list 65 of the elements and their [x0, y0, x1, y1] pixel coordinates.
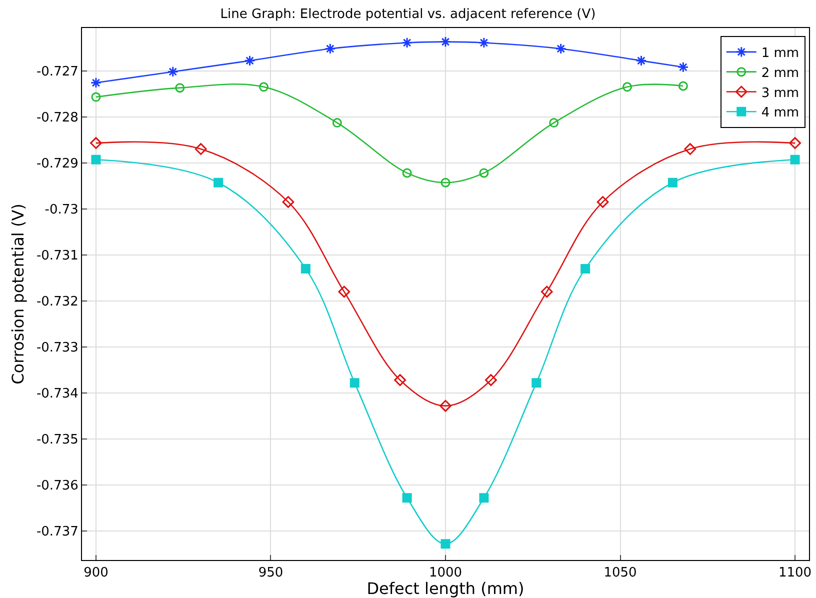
point [394, 374, 406, 386]
point [332, 118, 342, 128]
point [300, 264, 310, 274]
point [479, 493, 489, 503]
y-tick-label: -0.728 [36, 110, 78, 126]
y-tick-label: -0.733 [36, 340, 78, 356]
legend-label: 1 mm [761, 46, 800, 61]
x-axis-title: Defect length (mm) [366, 579, 524, 598]
x-tick-label: 900 [84, 566, 108, 581]
point [636, 55, 647, 66]
point [668, 178, 678, 188]
point [484, 374, 497, 386]
y-tick-label: -0.736 [36, 478, 78, 494]
legend-label: 2 mm [761, 66, 800, 81]
point [90, 137, 102, 149]
point [790, 154, 800, 164]
point [555, 43, 566, 54]
point [350, 378, 360, 388]
point [324, 43, 336, 54]
point [259, 82, 268, 92]
point [90, 77, 102, 88]
point [580, 264, 590, 274]
y-tick-label: -0.73 [44, 202, 78, 218]
point [678, 81, 688, 91]
point [194, 143, 207, 155]
point [684, 143, 696, 155]
x-tick-label: 950 [258, 566, 284, 581]
y-tick-label: -0.735 [36, 432, 78, 448]
y-axis-title: Corrosion potential (V) [8, 204, 28, 384]
legend-label: 4 mm [761, 106, 800, 121]
x-tick-label: 1100 [778, 566, 812, 581]
point [596, 196, 609, 208]
y-tick-label: -0.737 [36, 524, 78, 540]
point [214, 178, 224, 188]
point [282, 196, 294, 208]
point [244, 55, 256, 66]
point [440, 178, 450, 188]
y-tick-label: -0.727 [36, 64, 78, 80]
point [440, 400, 452, 412]
point [478, 37, 490, 48]
x-tick-label: 1000 [428, 566, 462, 581]
x-tick-label: 1050 [604, 566, 637, 581]
point [622, 82, 632, 92]
point [402, 37, 413, 48]
point [91, 92, 101, 102]
point [440, 539, 450, 549]
y-tick-label: -0.729 [36, 156, 78, 172]
point [549, 118, 559, 128]
point [789, 137, 801, 149]
y-tick-label: -0.732 [36, 294, 78, 310]
point [678, 62, 689, 73]
point [338, 286, 350, 298]
legend-label: 3 mm [761, 86, 800, 101]
point [402, 493, 412, 503]
y-tick-label: -0.731 [36, 248, 78, 264]
point [532, 378, 542, 388]
y-tick-label: -0.734 [36, 386, 78, 402]
point [167, 66, 178, 78]
point [540, 286, 553, 298]
point [479, 168, 489, 178]
point [91, 154, 101, 164]
point [175, 83, 185, 93]
point [402, 168, 412, 178]
point [440, 36, 452, 48]
chart-title: Line Graph: Electrode potential vs. adjacent reference (V) [220, 7, 596, 22]
